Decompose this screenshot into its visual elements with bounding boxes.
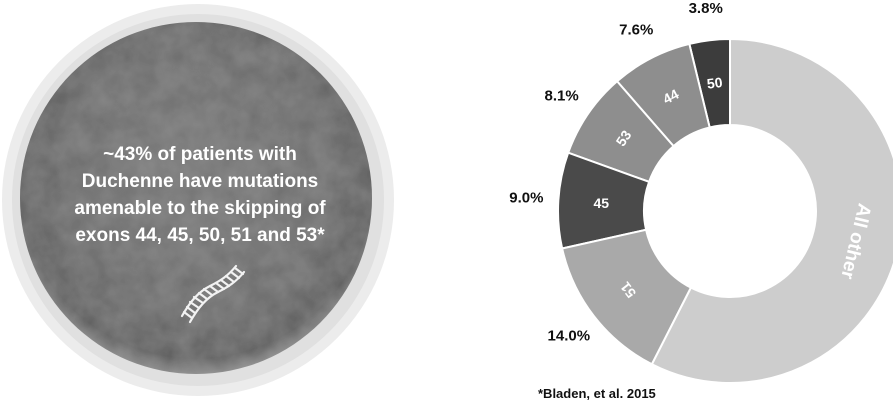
cell-illustration: ~43% of patients with Duchenne have mutat…: [2, 4, 394, 396]
cell-message-line: exons 44, 45, 50, 51 and 53*: [75, 225, 325, 246]
donut-percent-label: 8.1%: [545, 87, 579, 104]
cell-message-line: amenable to the skipping of: [74, 198, 326, 219]
donut-slice-label: 45: [593, 195, 609, 211]
donut-slice-all-other: [650, 37, 893, 384]
donut-slice-label: 44: [660, 86, 681, 107]
dna-strand-icon: [180, 264, 246, 324]
donut-slice-label: 53: [613, 127, 635, 149]
donut-percent-label: 7.6%: [619, 21, 653, 38]
cell-message-line: ~43% of patients with: [103, 144, 297, 165]
donut-slice-label: 50: [706, 74, 724, 92]
cell-body: [20, 22, 372, 374]
donut-percent-label: 9.0%: [509, 190, 543, 207]
footnote: *Bladen, et al. 2015: [538, 386, 656, 401]
cell-message: ~43% of patients with Duchenne have mutat…: [74, 144, 326, 246]
cell-message-line: Duchenne have mutations: [82, 171, 319, 192]
donut-percent-label: 3.8%: [689, 0, 723, 17]
donut-percent-label: 14.0%: [548, 328, 591, 345]
